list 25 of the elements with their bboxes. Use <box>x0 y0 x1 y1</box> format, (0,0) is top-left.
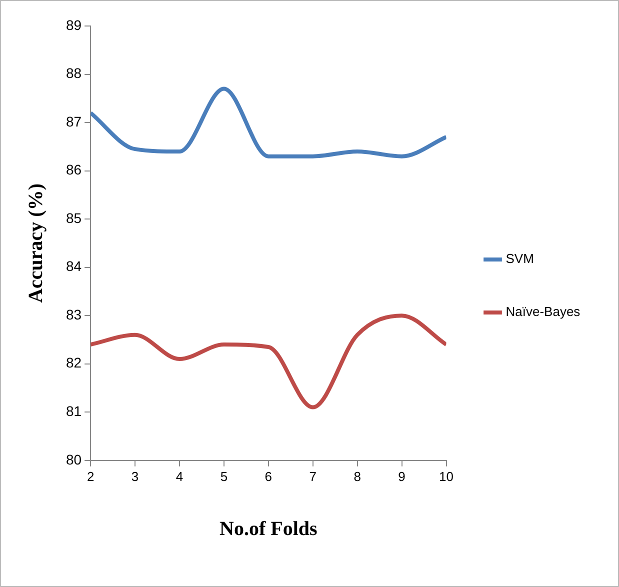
legend-label: SVM <box>506 251 534 266</box>
y-tick-label: 80 <box>66 451 82 468</box>
x-tick-label: 7 <box>309 468 316 484</box>
y-tick-label: 82 <box>66 354 82 371</box>
legend-label: Naïve-Bayes <box>506 304 581 320</box>
y-tick-label: 81 <box>66 402 82 419</box>
x-tick-label: 9 <box>398 468 406 484</box>
x-tick-label: 5 <box>220 468 228 484</box>
x-tick-label: 2 <box>86 468 94 484</box>
y-tick-label: 83 <box>66 306 82 322</box>
line-series <box>90 314 446 410</box>
x-tick-label: 6 <box>264 468 272 484</box>
x-axis-title: No.of Folds <box>220 518 318 540</box>
x-tick-label: 4 <box>176 468 184 484</box>
y-tick-label: 84 <box>66 258 82 274</box>
y-axis-title: Accuracy (%) <box>25 183 48 303</box>
line-series <box>90 86 446 158</box>
y-tick-label: 86 <box>66 162 82 178</box>
y-tick-label: 88 <box>66 65 82 82</box>
x-tick-label: 10 <box>439 468 454 484</box>
y-tick-label: 89 <box>66 16 82 33</box>
y-tick-label: 87 <box>66 113 82 130</box>
x-tick-label: 3 <box>131 468 139 484</box>
x-tick-label: 8 <box>354 468 361 484</box>
y-tick-label: 85 <box>66 210 82 226</box>
